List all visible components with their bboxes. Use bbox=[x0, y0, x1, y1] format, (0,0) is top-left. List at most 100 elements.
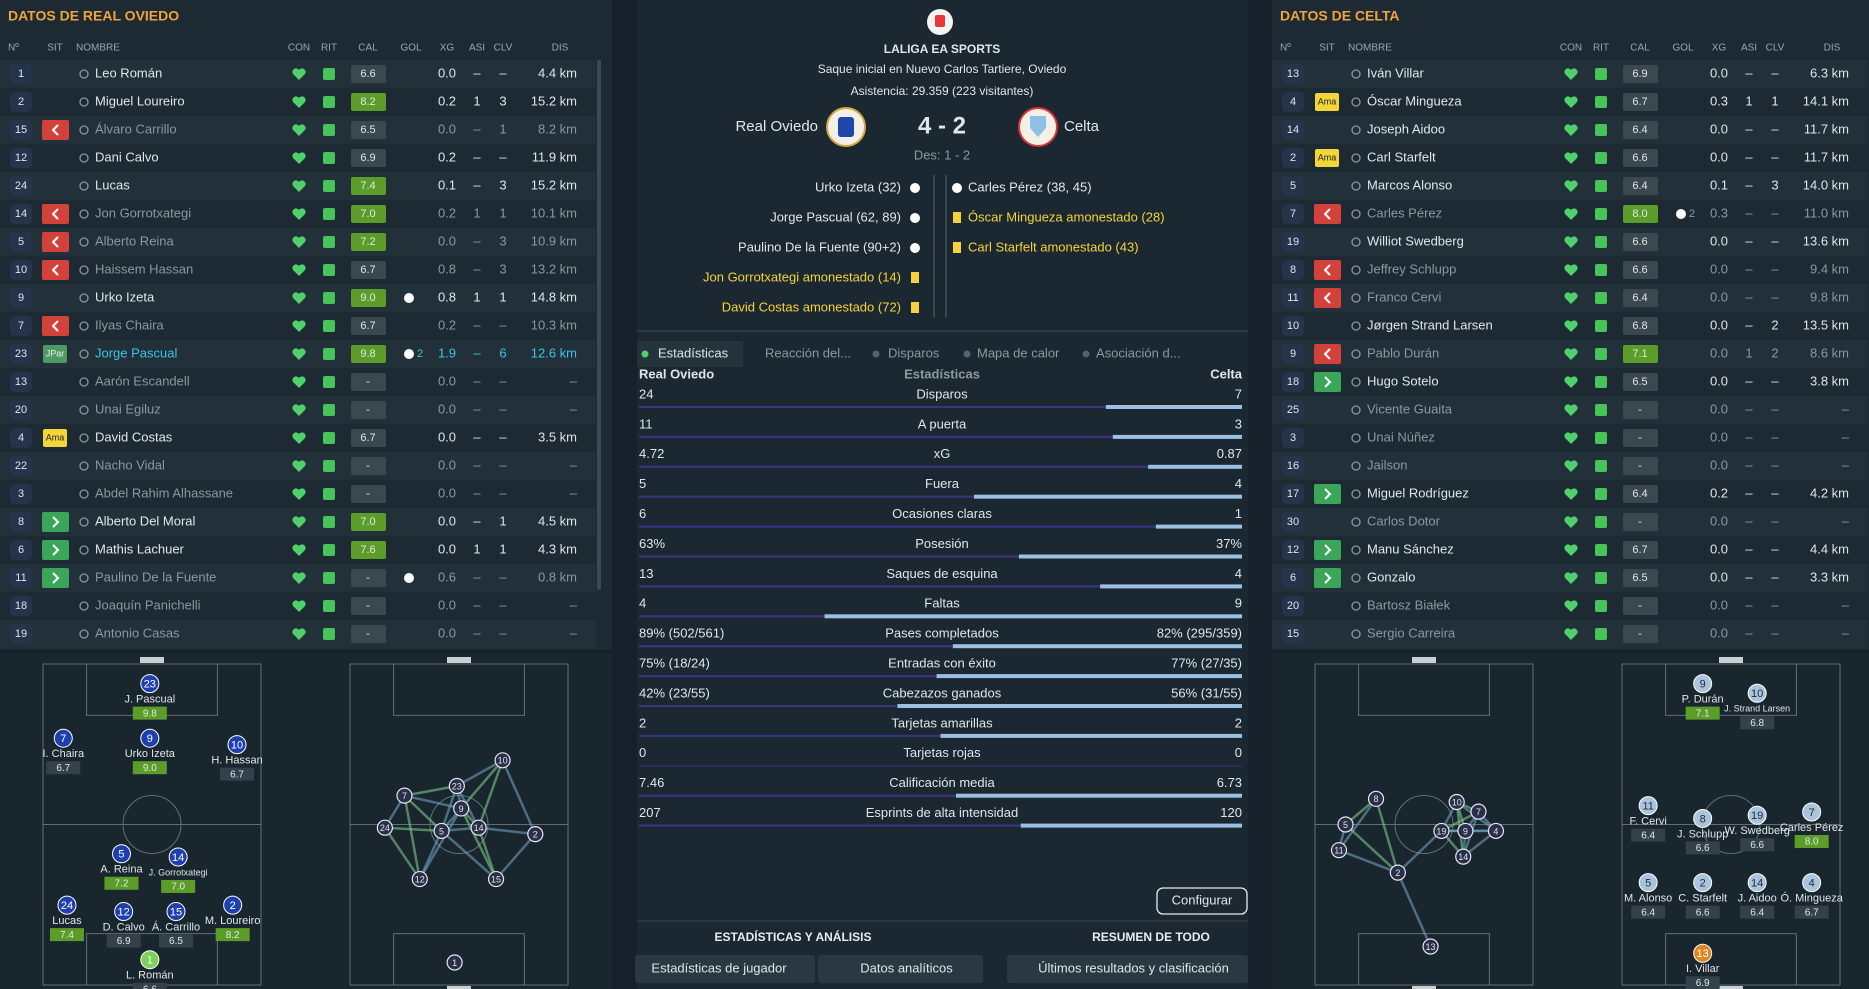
stat-label: Posesión bbox=[915, 536, 968, 551]
tab[interactable]: Mapa de calor bbox=[977, 345, 1060, 360]
lineup-number-badge bbox=[111, 844, 131, 864]
lineup-name: A. Reina bbox=[100, 864, 143, 876]
assists: – bbox=[1745, 625, 1753, 640]
condition-heart bbox=[1564, 292, 1578, 304]
rhythm-icon bbox=[1595, 348, 1607, 360]
stat-home: 2 bbox=[639, 715, 646, 730]
player-name: Jailson bbox=[1367, 457, 1407, 472]
number-badge bbox=[1282, 400, 1304, 420]
number-badge bbox=[10, 372, 32, 392]
person-icon bbox=[79, 489, 89, 499]
player-rating: - bbox=[366, 572, 370, 584]
distance: 0.8 km bbox=[538, 569, 577, 584]
network-node bbox=[1470, 803, 1487, 820]
distance: 12.6 km bbox=[531, 345, 577, 360]
player-rating: - bbox=[366, 460, 370, 472]
stat-label: Pases completados bbox=[885, 626, 999, 641]
player-rating: 6.4 bbox=[1632, 488, 1647, 500]
player-rating: 8.2 bbox=[360, 96, 375, 108]
distance: 13.2 km bbox=[531, 261, 577, 276]
number-badge bbox=[1282, 344, 1304, 364]
lineup-rating: 6.8 bbox=[1750, 718, 1764, 729]
condition-heart bbox=[1564, 348, 1578, 360]
player-number: 15 bbox=[15, 124, 27, 136]
lineup-rating-box bbox=[1685, 706, 1720, 720]
tab[interactable]: Asociación d... bbox=[1096, 345, 1181, 360]
configure-label[interactable]: Configurar bbox=[1172, 892, 1233, 907]
player-rating: 6.4 bbox=[1632, 292, 1647, 304]
xg: 0.0 bbox=[438, 401, 456, 416]
stat-home: 42% (23/55) bbox=[639, 685, 710, 700]
substitution-badge bbox=[42, 540, 69, 560]
stat-bar-home bbox=[639, 734, 941, 737]
link-button[interactable] bbox=[818, 955, 983, 983]
stat-home: 5 bbox=[639, 476, 646, 491]
stat-bar-away bbox=[974, 494, 1242, 499]
network-number: 11 bbox=[1334, 846, 1343, 856]
stat-home: 0 bbox=[639, 745, 646, 760]
number-badge bbox=[1282, 120, 1304, 140]
lineup-rating-box bbox=[1685, 905, 1720, 919]
stat-bar-home bbox=[639, 794, 957, 797]
player-name: Óscar Mingueza bbox=[1367, 93, 1462, 108]
rating-box bbox=[351, 65, 386, 83]
distance: 11.0 km bbox=[1804, 205, 1849, 220]
rhythm-icon bbox=[1595, 572, 1607, 584]
stat-away: 4 bbox=[1235, 476, 1242, 491]
rating-box bbox=[1623, 513, 1658, 531]
lineup-number: 5 bbox=[118, 849, 124, 861]
player-name: Miguel Rodríguez bbox=[1367, 485, 1469, 500]
xg: 0.0 bbox=[1710, 401, 1728, 416]
player-rating: - bbox=[366, 600, 370, 612]
key-passes: – bbox=[499, 429, 507, 444]
stat-bar-away bbox=[952, 644, 1242, 649]
person-icon bbox=[79, 97, 89, 107]
lineup-number: 7 bbox=[60, 733, 66, 745]
link-button[interactable] bbox=[1007, 955, 1248, 983]
link-label[interactable]: Datos analíticos bbox=[860, 960, 953, 975]
away-pitch-panel bbox=[1272, 653, 1869, 989]
condition-heart bbox=[1564, 96, 1578, 108]
link-button[interactable] bbox=[635, 955, 815, 983]
key-passes: – bbox=[1771, 289, 1779, 304]
rating-box bbox=[351, 233, 386, 251]
distance: 4.2 km bbox=[1810, 485, 1849, 500]
player-number: 2 bbox=[1290, 152, 1296, 164]
lineup-rating-box bbox=[132, 706, 167, 720]
link-label[interactable]: Últimos resultados y clasificación bbox=[1038, 960, 1229, 975]
player-rating: 6.9 bbox=[360, 152, 375, 164]
lineup-number-badge bbox=[1693, 674, 1713, 694]
player-rating: - bbox=[1638, 628, 1642, 640]
configure-button[interactable] bbox=[1156, 887, 1248, 915]
player-rating: - bbox=[1638, 516, 1642, 528]
xg: 0.0 bbox=[438, 625, 456, 640]
condition-heart bbox=[1564, 404, 1578, 416]
player-number: 16 bbox=[1287, 460, 1299, 472]
xg: 0.2 bbox=[438, 149, 456, 164]
person-icon bbox=[1351, 349, 1361, 359]
status-text: JPar bbox=[46, 348, 65, 358]
network-node bbox=[1389, 864, 1406, 881]
tab[interactable]: Disparos bbox=[888, 345, 940, 360]
key-passes: 3 bbox=[499, 177, 506, 192]
substitution-arrow bbox=[52, 572, 60, 584]
lineup-name: F. Cervi bbox=[1630, 816, 1667, 828]
distance: 4.4 km bbox=[1810, 541, 1849, 556]
goal-icon bbox=[404, 293, 414, 303]
competition-logo-mark bbox=[935, 15, 945, 27]
link-label[interactable]: Estadísticas de jugador bbox=[651, 960, 787, 975]
distance: 14.1 km bbox=[1803, 93, 1849, 108]
distance: 8.2 km bbox=[538, 121, 577, 136]
tab-dot bbox=[963, 350, 971, 358]
substitution-badge bbox=[42, 512, 69, 532]
person-icon bbox=[79, 433, 89, 443]
tab[interactable]: Reacción del... bbox=[765, 345, 851, 360]
tab[interactable]: Estadísticas bbox=[658, 345, 729, 360]
pass-link bbox=[404, 794, 462, 810]
lineup-rating-box bbox=[132, 982, 167, 989]
person-icon bbox=[1351, 405, 1361, 415]
player-number: 18 bbox=[1287, 376, 1299, 388]
distance: 13.5 km bbox=[1803, 317, 1849, 332]
key-passes: – bbox=[1771, 485, 1779, 500]
